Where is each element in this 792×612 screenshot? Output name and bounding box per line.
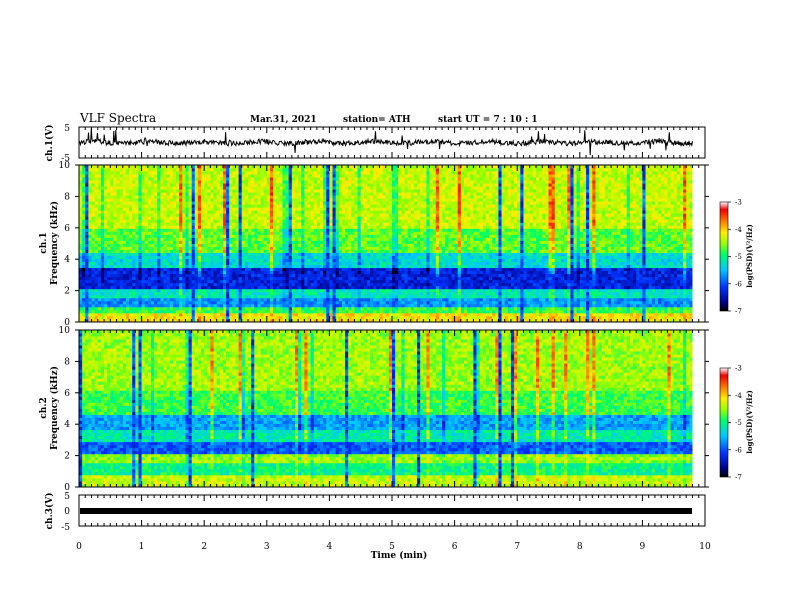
ytick-label: 6 xyxy=(64,224,70,234)
station-label: station= ATH xyxy=(343,115,411,125)
ytick-label: 0 xyxy=(64,318,70,328)
colorbar-label: log(PSD)(V²/Hz) xyxy=(745,224,754,288)
y-axis-label-frequency: Frequency (kHz) xyxy=(49,366,60,450)
y-axis-label-channel: ch.2 xyxy=(39,397,49,418)
ytick-label: 2 xyxy=(64,287,70,297)
ch3-signal-line xyxy=(80,508,692,514)
ytick-label: -5 xyxy=(61,523,70,533)
colorbar: -3 -4 -5 -6 -7 log(PSD)(V²/Hz) xyxy=(719,199,754,316)
xtick-label: 5 xyxy=(389,542,395,552)
colorbar-label: log(PSD)(V²/Hz) xyxy=(745,390,754,454)
ytick-label: 10 xyxy=(59,326,71,336)
colorbar-scale xyxy=(719,201,729,312)
xtick-label: 6 xyxy=(452,542,458,552)
start-time-label: start UT = 7 : 10 : 1 xyxy=(438,115,538,125)
y-axis-label-frequency: Frequency (kHz) xyxy=(49,201,60,285)
xtick-label: 3 xyxy=(264,542,270,552)
ytick-label: 8 xyxy=(64,357,70,367)
ytick-label: -5 xyxy=(61,154,70,164)
ytick-label: 2 xyxy=(64,452,70,462)
colorbar-tick-label: -3 xyxy=(735,199,742,207)
ytick-label: 4 xyxy=(64,420,70,430)
ytick-label: 5 xyxy=(64,124,70,134)
colorbar-tick-label: -4 xyxy=(735,226,742,234)
panel-ch1-waveform: 5 -5 ch.1(V) xyxy=(44,124,706,164)
xtick-label: 10 xyxy=(699,542,711,552)
colorbar: -3 -4 -5 -6 -7 log(PSD)(V²/Hz) xyxy=(719,365,754,482)
ytick-label: 6 xyxy=(64,389,70,399)
ytick-label: 5 xyxy=(64,492,70,502)
spectrogram-image xyxy=(79,330,705,487)
xtick-label: 1 xyxy=(139,542,145,552)
panel-ch3-waveform: 5 0 -5 ch.3(V) 0 1 2 3 4 5 6 7 8 9 10 Time (min) xyxy=(44,492,711,561)
xtick-label: 9 xyxy=(640,542,646,552)
ytick-label: 4 xyxy=(64,255,70,265)
y-axis-label: ch.1(V) xyxy=(44,125,55,162)
ytick-label: 0 xyxy=(64,483,70,493)
y-axis-label: ch.3(V) xyxy=(44,493,55,530)
colorbar-tick-label: -4 xyxy=(735,392,742,400)
colorbar-tick-label: -5 xyxy=(735,419,742,427)
colorbar-tick-label: -5 xyxy=(735,253,742,261)
ch1-signal-trace xyxy=(79,128,693,156)
ytick-label: 0 xyxy=(64,507,70,517)
xtick-label: 8 xyxy=(577,542,583,552)
colorbar-tick-label: -7 xyxy=(735,474,742,482)
y-axis-label-channel: ch.1 xyxy=(39,232,49,253)
date-label: Mar.31, 2021 xyxy=(250,115,317,125)
colorbar-tick-label: -7 xyxy=(735,308,742,316)
xtick-label: 0 xyxy=(76,542,82,552)
colorbar-tick-label: -6 xyxy=(735,280,742,288)
panel-ch2-spectrogram: 0 2 4 6 8 10 ch.2 Frequency (kHz) -3 -4 -5 -6 -7 … xyxy=(39,326,754,493)
figure-title: VLF Spectra xyxy=(79,111,156,125)
colorbar-tick-label: -6 xyxy=(735,446,742,454)
colorbar-tick-label: -3 xyxy=(735,365,742,373)
xtick-label: 7 xyxy=(514,542,520,552)
panel-ch1-spectrogram: 0 2 4 6 8 10 ch.1 Frequency (kHz) -3 -4 -5 -6 -7 … xyxy=(39,161,754,328)
ytick-label: 10 xyxy=(59,161,71,171)
spectrogram-image xyxy=(79,165,705,322)
xtick-label: 2 xyxy=(201,542,207,552)
xtick-label: 4 xyxy=(327,542,333,552)
x-axis-label: Time (min) xyxy=(371,550,428,561)
ytick-label: 8 xyxy=(64,192,70,202)
colorbar-scale xyxy=(719,367,729,478)
